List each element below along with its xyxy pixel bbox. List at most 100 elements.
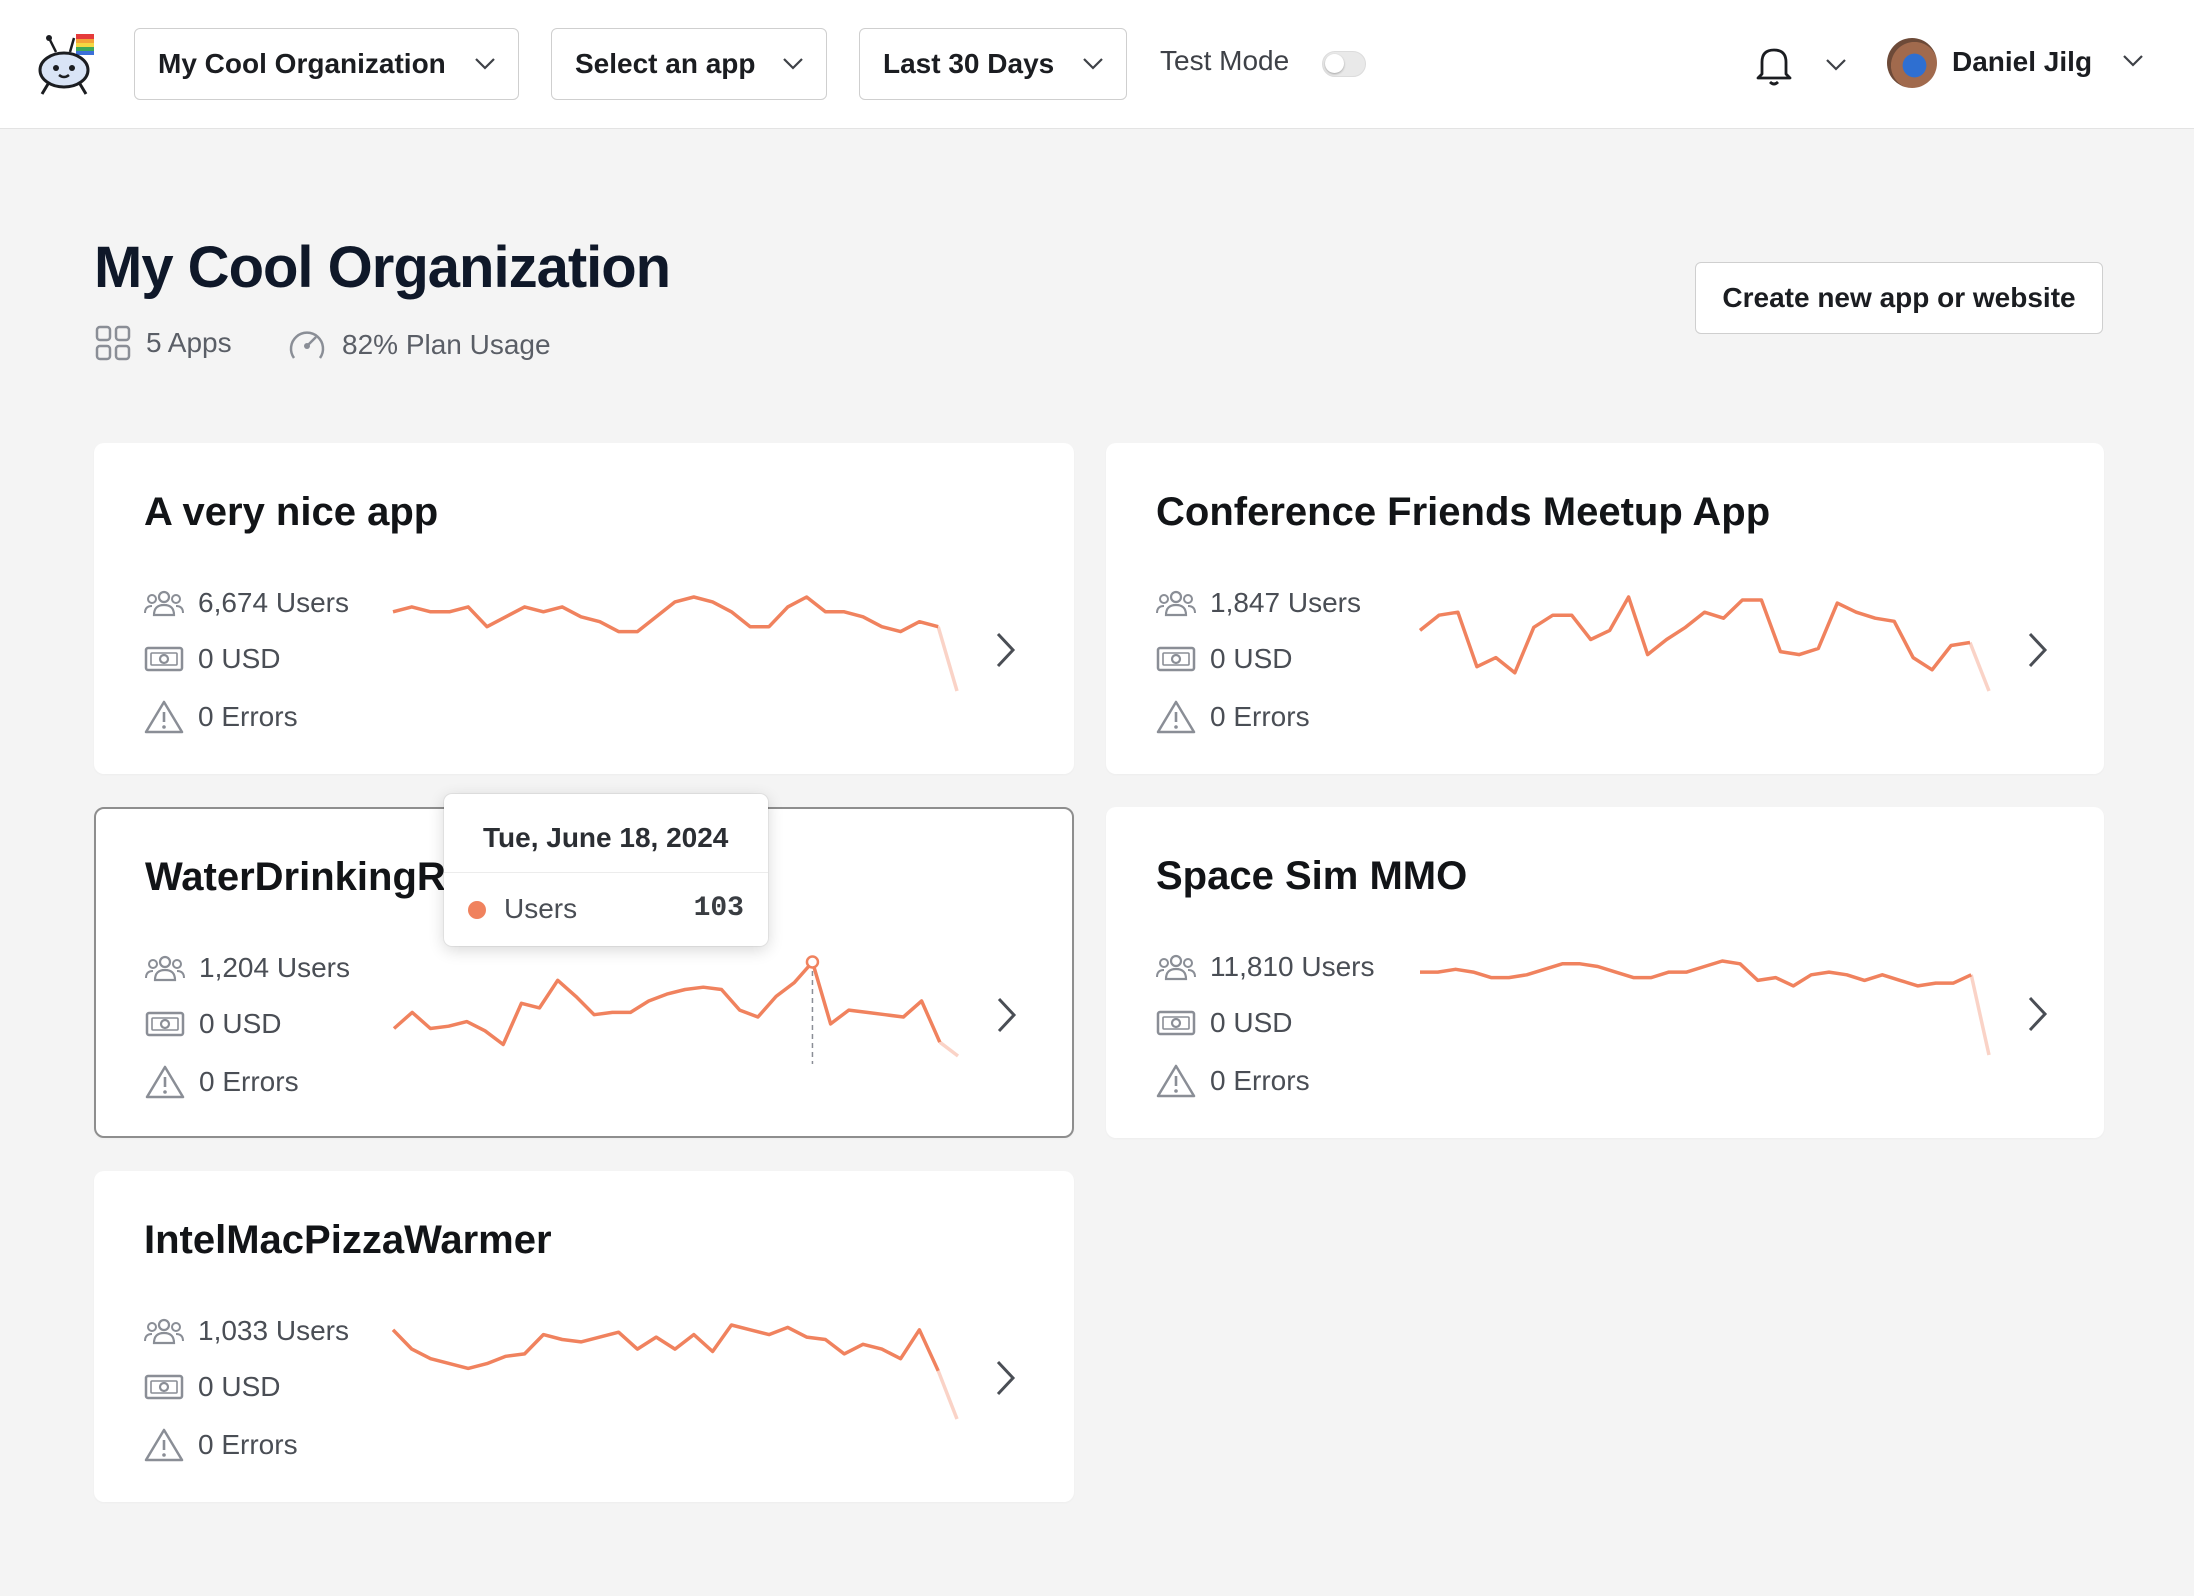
chevron-right-icon[interactable]	[995, 1359, 1017, 1397]
users-sparkline[interactable]	[1412, 953, 1997, 1063]
users-stat: 1,847 Users	[1156, 587, 1361, 619]
app-card[interactable]: IntelMacPizzaWarmer 1,033 Users 0 USD 0 Err…	[94, 1171, 1074, 1502]
revenue-amount: 0 USD	[198, 1371, 281, 1402]
user-name[interactable]: Daniel Jilg	[1952, 46, 2093, 77]
page-title: My Cool Organization	[94, 235, 671, 300]
app-card[interactable]: A very nice app 6,674 Users 0 USD 0 Errors	[94, 443, 1074, 774]
users-stat: 1,204 Users	[145, 952, 350, 984]
money-icon	[145, 1011, 185, 1037]
test-mode-toggle[interactable]	[1322, 51, 1366, 77]
warning-icon	[144, 1428, 184, 1462]
revenue-amount: 0 USD	[1210, 643, 1293, 674]
create-app-button[interactable]: Create new app or website	[1695, 262, 2103, 334]
users-count: 6,674 Users	[198, 587, 349, 618]
apps-count: 5 Apps	[94, 324, 232, 362]
errors-count: 0 Errors	[198, 701, 298, 732]
apps-count-label: 5 Apps	[146, 327, 232, 358]
gauge-icon	[289, 331, 325, 359]
date-range-select[interactable]: Last 30 Days	[859, 28, 1127, 100]
tooltip-value: 103	[693, 893, 744, 924]
users-count: 1,204 Users	[199, 952, 350, 983]
users-icon	[145, 955, 185, 982]
users-stat: 1,033 Users	[144, 1315, 349, 1347]
sparkline-series-line	[1418, 595, 1971, 675]
errors-count: 0 Errors	[1210, 701, 1310, 732]
test-mode-label: Test Mode	[1160, 45, 1290, 76]
organization-select-label: My Cool Organization	[158, 48, 446, 79]
money-icon	[1156, 646, 1196, 672]
sparkline-series-line	[392, 595, 939, 634]
users-sparkline[interactable]	[385, 1317, 965, 1427]
warning-icon	[145, 1065, 185, 1099]
app-card[interactable]: Conference Friends Meetup App 1,847 Users…	[1106, 443, 2104, 774]
errors-count: 0 Errors	[199, 1066, 299, 1097]
app-name[interactable]: IntelMacPizzaWarmer	[144, 1218, 552, 1262]
users-icon	[144, 590, 184, 617]
errors-count: 0 Errors	[1210, 1065, 1310, 1096]
chevron-right-icon[interactable]	[2027, 631, 2049, 669]
toggle-knob	[1325, 54, 1344, 73]
app-card[interactable]: Space Sim MMO 11,810 Users 0 USD 0 Errors	[1106, 807, 2104, 1138]
bell-icon[interactable]	[1752, 42, 1796, 88]
errors-stat: 0 Errors	[1156, 1063, 1310, 1099]
chevron-right-icon[interactable]	[2027, 995, 2049, 1033]
money-icon	[144, 1374, 184, 1400]
sparkline-series-line	[392, 960, 942, 1047]
tooltip-series-label: Users	[504, 893, 578, 924]
users-sparkline[interactable]	[1412, 589, 1997, 699]
users-sparkline[interactable]	[386, 954, 966, 1064]
sparkline-partial-segment	[938, 1040, 960, 1058]
date-range-select-label: Last 30 Days	[883, 48, 1055, 79]
errors-stat: 0 Errors	[144, 1427, 298, 1463]
organization-select[interactable]: My Cool Organization	[134, 28, 519, 100]
plan-usage: 82% Plan Usage	[286, 324, 551, 366]
users-icon	[1156, 590, 1196, 617]
app-select[interactable]: Select an app	[551, 28, 827, 100]
sparkline-partial-segment	[1969, 974, 1991, 1056]
telemetrydeck-logo-icon[interactable]	[34, 28, 104, 98]
sparkline-partial-segment	[936, 626, 959, 692]
app-name[interactable]: A very nice app	[144, 490, 439, 534]
money-icon	[1156, 1010, 1196, 1036]
users-stat: 11,810 Users	[1156, 951, 1374, 983]
chevron-down-icon	[475, 58, 495, 70]
notifications-chevron-down-icon[interactable]	[1825, 58, 1847, 72]
users-count: 1,033 Users	[198, 1315, 349, 1346]
errors-count: 0 Errors	[198, 1429, 298, 1460]
warning-icon	[1156, 700, 1196, 734]
chevron-right-icon[interactable]	[995, 631, 1017, 669]
users-stat: 6,674 Users	[144, 587, 349, 619]
chevron-down-icon	[783, 58, 803, 70]
avatar[interactable]	[1887, 38, 1937, 88]
top-bar: My Cool Organization Select an app Last …	[0, 0, 2194, 129]
sparkline-series-line	[1420, 959, 1972, 988]
users-count: 11,810 Users	[1210, 951, 1375, 982]
users-icon	[144, 1318, 184, 1345]
money-icon	[144, 646, 184, 672]
tooltip-date: Tue, June 18, 2024	[483, 822, 729, 853]
app-name[interactable]: Conference Friends Meetup App	[1156, 490, 1771, 534]
app-select-label: Select an app	[575, 48, 756, 79]
app-name[interactable]: Space Sim MMO	[1156, 854, 1468, 898]
tooltip-series-dot	[468, 901, 486, 919]
errors-stat: 0 Errors	[144, 699, 298, 735]
user-menu-chevron-down-icon[interactable]	[2122, 54, 2144, 68]
hover-point	[805, 955, 820, 969]
errors-stat: 0 Errors	[1156, 699, 1310, 735]
users-icon	[1156, 954, 1196, 981]
sparkline-series-line	[391, 1323, 940, 1372]
chevron-right-icon[interactable]	[996, 996, 1018, 1034]
warning-icon	[144, 700, 184, 734]
revenue-stat: 0 USD	[1156, 1007, 1292, 1039]
users-sparkline[interactable]	[385, 589, 965, 699]
revenue-amount: 0 USD	[198, 643, 281, 674]
revenue-amount: 0 USD	[1210, 1007, 1293, 1038]
chart-tooltip: Tue, June 18, 2024 Users 103	[444, 794, 768, 946]
sparkline-partial-segment	[1968, 641, 1991, 692]
chevron-down-icon	[1083, 58, 1103, 70]
sparkline-partial-segment	[936, 1370, 959, 1420]
revenue-stat: 0 USD	[1156, 643, 1292, 675]
revenue-stat: 0 USD	[145, 1008, 281, 1040]
plan-usage-label: 82% Plan Usage	[342, 329, 551, 360]
revenue-stat: 0 USD	[144, 643, 280, 675]
